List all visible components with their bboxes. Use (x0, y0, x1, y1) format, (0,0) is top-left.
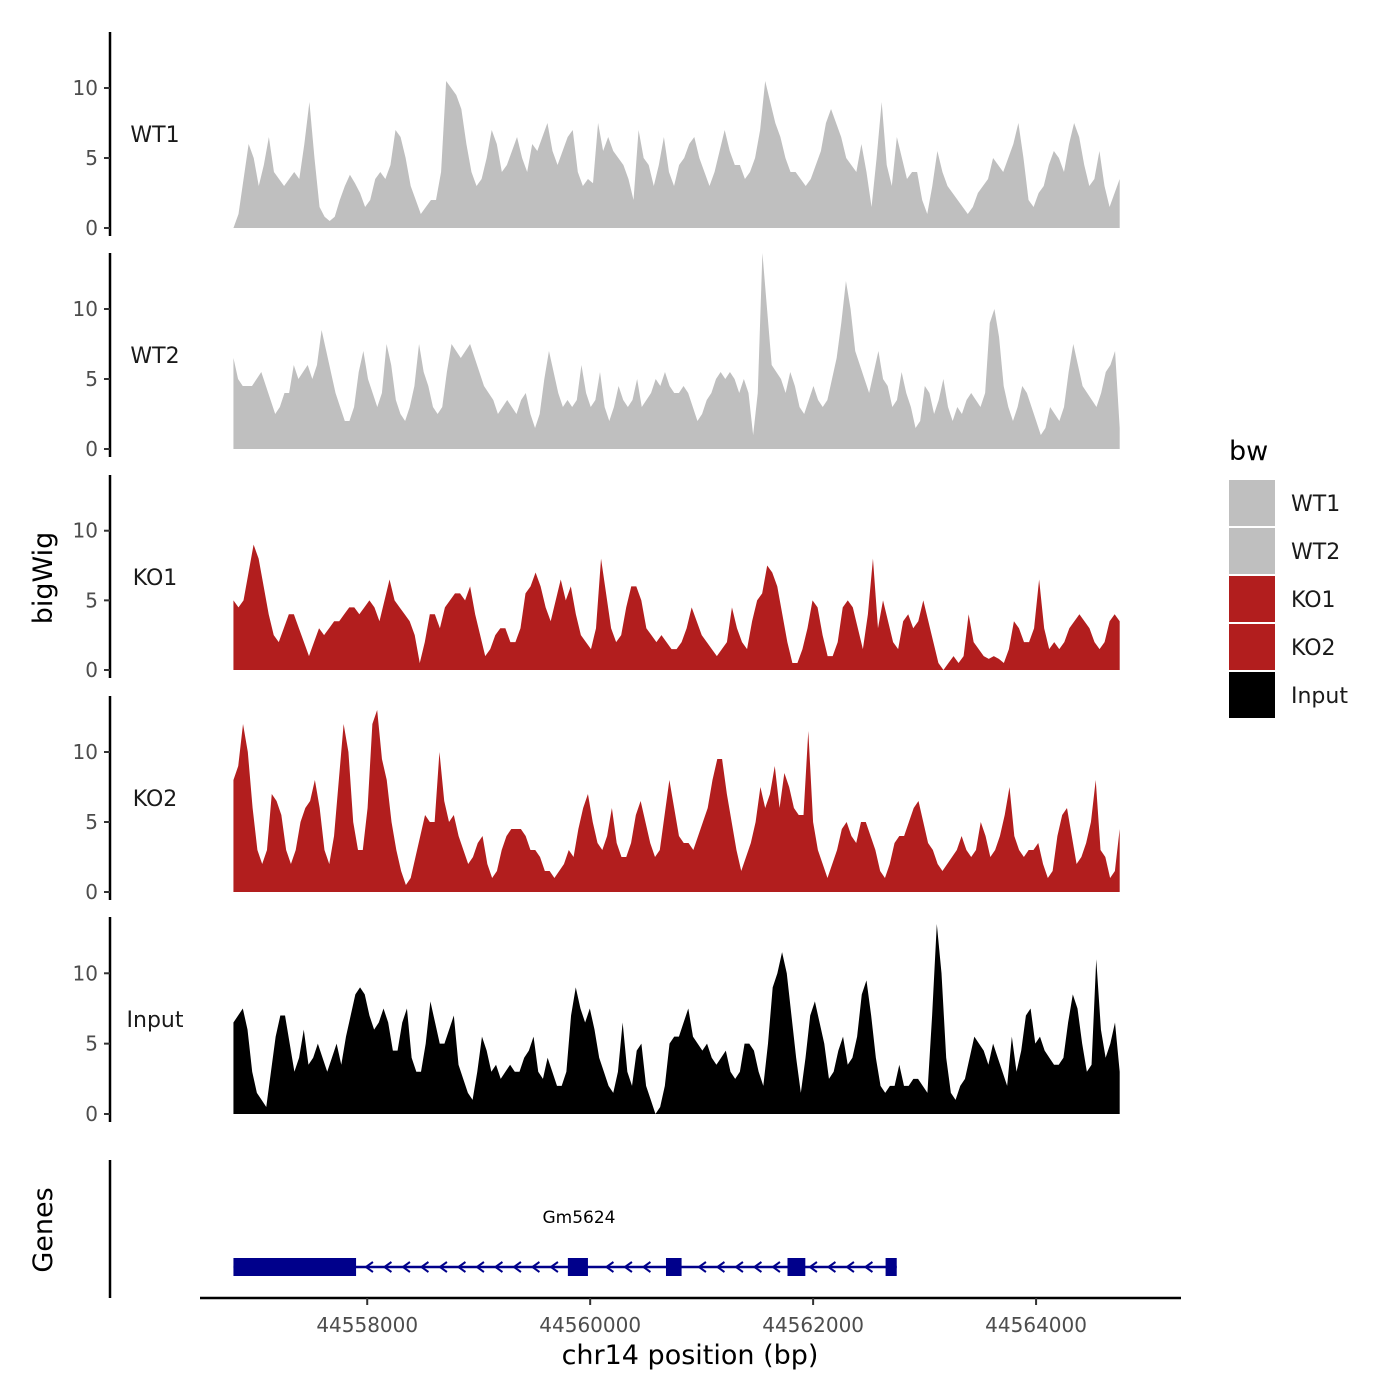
strand-arrow-9 (530, 1261, 541, 1273)
gene-name-label: Gm5624 (543, 1208, 616, 1228)
strand-arrow-13 (641, 1261, 652, 1273)
x-tick-label-44562000: 44562000 (762, 1313, 864, 1337)
legend-title: bw (1229, 436, 1268, 467)
genes-axis-title: Genes (28, 1187, 59, 1272)
legend-key-ko2 (1229, 624, 1275, 670)
y-tick-label-ko2-10: 10 (73, 740, 98, 764)
area-wt1 (233, 81, 1120, 228)
y-tick-label-input-10: 10 (73, 961, 98, 985)
track-label-ko1: KO1 (133, 566, 178, 591)
strand-arrow-10 (549, 1261, 559, 1273)
track-label-ko2: KO2 (133, 787, 178, 812)
area-input (233, 924, 1120, 1114)
exon-2 (567, 1258, 588, 1276)
y-tick-label-ko1-10: 10 (73, 519, 98, 543)
legend-key-ko1 (1229, 576, 1275, 622)
strand-arrow-14 (697, 1261, 707, 1273)
strand-arrow-2 (401, 1261, 411, 1273)
strand-arrow-8 (512, 1261, 522, 1273)
y-tick-label-wt2-0: 0 (85, 437, 98, 461)
strand-arrow-7 (493, 1261, 504, 1273)
strand-arrow-11 (604, 1261, 615, 1273)
y-axis-title: bigWig (28, 532, 59, 625)
strand-arrow-16 (734, 1261, 744, 1273)
track-label-wt1: WT1 (130, 123, 179, 148)
exon-3 (665, 1258, 682, 1276)
tracks-layer: 0 5 10 WT1 0 5 10 WT2 0 5 10 KO1 0 5 10 KO2 0 5 10 Input (73, 32, 1120, 1126)
y-tick-label-wt1-5: 5 (85, 146, 98, 170)
y-tick-label-wt1-0: 0 (85, 216, 98, 240)
strand-arrow-22 (863, 1261, 874, 1273)
strand-arrow-20 (826, 1261, 837, 1273)
y-tick-label-input-5: 5 (85, 1032, 98, 1056)
strand-arrow-12 (623, 1261, 633, 1273)
strand-arrow-17 (752, 1261, 763, 1273)
track-wt2: 0 5 10 WT2 (73, 253, 1120, 461)
legend-key-wt1 (1229, 480, 1275, 526)
legend-label-ko2: KO2 (1291, 636, 1336, 661)
area-wt2 (233, 253, 1120, 449)
track-input: 0 5 10 Input (73, 917, 1120, 1126)
x-axis: 44558000 44560000 44562000 44564000 (200, 1296, 1181, 1337)
x-tick-label-44558000: 44558000 (316, 1313, 418, 1337)
y-tick-label-input-0: 0 (85, 1102, 98, 1126)
legend-label-wt1: WT1 (1291, 492, 1340, 517)
legend-label-input: Input (1291, 684, 1348, 709)
legend-label-ko1: KO1 (1291, 588, 1336, 613)
legend: bw WT1 WT2 KO1 KO2 Input (1229, 436, 1348, 718)
track-ko2: 0 5 10 KO2 (73, 696, 1120, 904)
strand-arrow-4 (438, 1261, 448, 1273)
y-tick-label-ko2-5: 5 (85, 810, 98, 834)
strand-arrow-21 (845, 1261, 855, 1273)
x-axis-title: chr14 position (bp) (562, 1340, 819, 1371)
strand-arrow-6 (475, 1261, 485, 1273)
strand-arrow-15 (715, 1261, 726, 1273)
track-label-wt2: WT2 (130, 344, 179, 369)
strand-arrow-1 (382, 1261, 393, 1273)
legend-label-wt2: WT2 (1291, 540, 1340, 565)
legend-key-input (1229, 672, 1275, 718)
legend-key-wt2 (1229, 528, 1275, 574)
y-tick-label-wt1-10: 10 (73, 76, 98, 100)
area-ko2 (233, 710, 1120, 892)
strand-arrow-3 (419, 1261, 430, 1273)
x-tick-label-44560000: 44560000 (539, 1313, 641, 1337)
genes-layer: Gm5624 (108, 1160, 897, 1298)
track-ko1: 0 5 10 KO1 (73, 475, 1120, 682)
strand-arrow-19 (808, 1261, 818, 1273)
exon-4 (787, 1258, 806, 1276)
y-tick-label-wt2-5: 5 (85, 367, 98, 391)
y-tick-label-ko1-5: 5 (85, 588, 98, 612)
y-tick-label-ko1-0: 0 (85, 658, 98, 682)
area-ko1 (233, 544, 1120, 670)
gene-gm5624: Gm5624 (233, 1208, 897, 1276)
track-label-input: Input (127, 1008, 184, 1033)
x-tick-label-44564000: 44564000 (985, 1313, 1087, 1337)
y-tick-label-wt2-10: 10 (73, 297, 98, 321)
exon-1 (233, 1258, 357, 1276)
y-tick-label-ko2-0: 0 (85, 880, 98, 904)
strand-arrow-5 (456, 1261, 467, 1273)
exon-5 (885, 1258, 897, 1276)
strand-arrow-18 (771, 1261, 781, 1273)
track-wt1: 0 5 10 WT1 (73, 32, 1120, 240)
strand-arrow-0 (364, 1261, 374, 1273)
